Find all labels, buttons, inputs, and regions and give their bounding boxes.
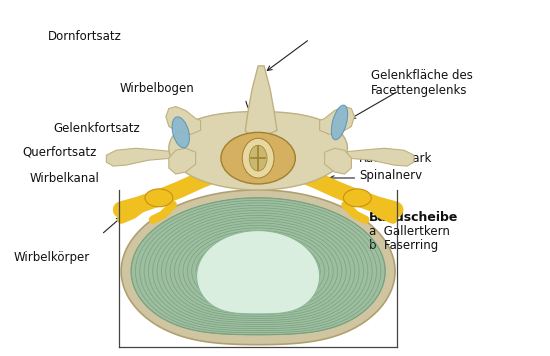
Ellipse shape — [242, 138, 274, 178]
Polygon shape — [324, 148, 351, 174]
Text: Bandscheibe: Bandscheibe — [369, 211, 459, 224]
Polygon shape — [169, 148, 196, 174]
Text: Wirbelkanal: Wirbelkanal — [30, 172, 100, 184]
Text: Rückenmark: Rückenmark — [359, 152, 433, 165]
Ellipse shape — [331, 105, 348, 140]
Polygon shape — [196, 231, 320, 314]
Text: Spinalnerv: Spinalnerv — [359, 168, 422, 182]
Ellipse shape — [221, 132, 295, 184]
Polygon shape — [121, 190, 395, 345]
Text: Wirbelbogen: Wirbelbogen — [119, 82, 194, 95]
Ellipse shape — [343, 189, 371, 207]
Ellipse shape — [172, 117, 189, 148]
Text: Facettengelenks: Facettengelenks — [371, 84, 467, 97]
Polygon shape — [106, 148, 179, 166]
Text: a  Gallertkern: a Gallertkern — [369, 225, 450, 238]
Text: b  Faserring: b Faserring — [369, 239, 438, 252]
Text: Dornfortsatz: Dornfortsatz — [48, 30, 122, 43]
Text: Querfortsatz: Querfortsatz — [22, 146, 96, 159]
Text: Wirbelkörper: Wirbelkörper — [14, 251, 90, 264]
Polygon shape — [245, 66, 277, 136]
Text: Gelenkfläche des: Gelenkfläche des — [371, 69, 473, 82]
Polygon shape — [166, 106, 201, 134]
Polygon shape — [131, 198, 385, 335]
Ellipse shape — [145, 189, 173, 207]
Text: a: a — [217, 265, 224, 278]
Polygon shape — [342, 148, 414, 166]
Text: Gelenkfortsatz: Gelenkfortsatz — [54, 122, 140, 135]
Polygon shape — [320, 106, 354, 134]
Polygon shape — [169, 111, 348, 190]
Text: b: b — [301, 258, 309, 271]
Ellipse shape — [249, 145, 267, 171]
